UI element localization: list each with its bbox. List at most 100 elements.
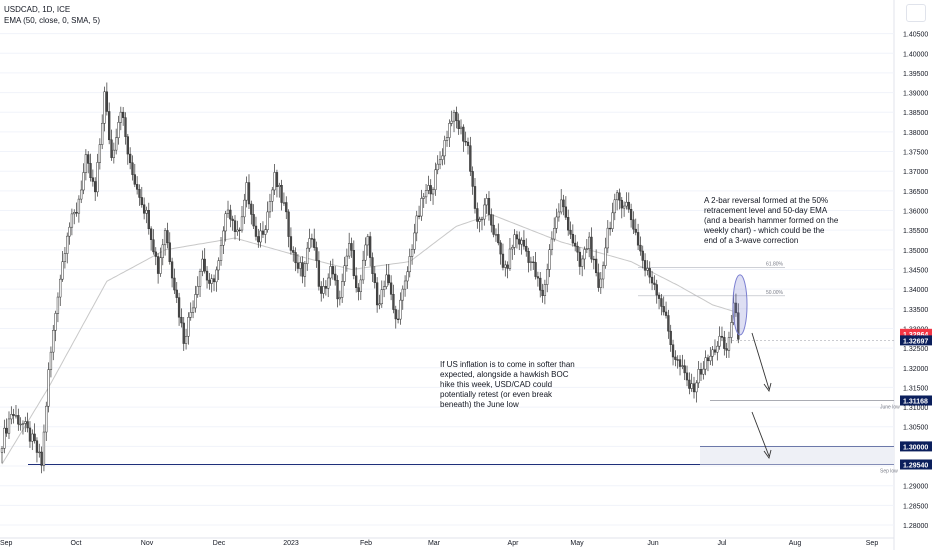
candle-body — [534, 262, 537, 277]
candle-body — [490, 214, 493, 226]
y-tick-label: 1.40500 — [903, 32, 928, 39]
candle-body — [254, 225, 258, 237]
candle-body — [662, 306, 665, 313]
y-tick-label: 1.39000 — [903, 91, 928, 98]
candle-body — [238, 229, 241, 232]
price-badge-text: 1.31168 — [903, 398, 928, 405]
candle-body — [716, 345, 719, 353]
candle-body — [119, 111, 122, 123]
candle-body — [156, 256, 160, 274]
candle-body — [110, 139, 113, 158]
candle-body — [399, 299, 402, 320]
candle-body — [613, 199, 616, 214]
candle-body — [485, 198, 488, 206]
candle-body — [14, 415, 18, 417]
symbol-label: USDCAD, 1D, ICE — [4, 5, 71, 14]
candle-body — [373, 273, 376, 283]
candle-body — [87, 154, 90, 164]
fib-618-label: 61.80% — [766, 262, 784, 268]
candle-body — [101, 123, 104, 145]
candle-body — [604, 247, 607, 266]
y-tick-label: 1.32000 — [903, 366, 928, 373]
candle-body — [588, 236, 591, 249]
candle-body — [560, 199, 563, 213]
candle-body — [66, 235, 69, 254]
candle-body — [362, 259, 365, 281]
candle-body — [173, 277, 176, 291]
candle-body — [541, 289, 544, 296]
candle-body — [205, 270, 209, 281]
indicator-label: EMA (50, close, 0, SMA, 5) — [4, 16, 101, 25]
candle-body — [431, 189, 435, 195]
candle-body — [105, 91, 108, 112]
candle-body — [257, 236, 260, 243]
candle-body — [231, 218, 234, 221]
candle-body — [89, 163, 92, 178]
y-tick-label: 1.28000 — [903, 523, 928, 530]
candle-body — [455, 111, 458, 121]
down-arrow-1 — [751, 332, 772, 393]
candle-body — [217, 260, 220, 271]
candle-body — [320, 286, 323, 294]
candle-body — [94, 181, 97, 193]
candle-body — [508, 248, 512, 269]
candle-body — [702, 368, 705, 375]
candle-body — [126, 136, 129, 155]
y-tick-label: 1.37000 — [903, 169, 928, 176]
candle-body — [292, 250, 295, 253]
candle-body — [264, 229, 267, 235]
x-tick-label: Dec — [213, 540, 226, 547]
candle-body — [713, 349, 717, 353]
candle-body — [345, 255, 348, 267]
candle-body — [261, 230, 265, 235]
candle-body — [466, 141, 470, 146]
candle-body — [611, 212, 614, 229]
y-tick-label: 1.28500 — [903, 503, 928, 510]
y-tick-label: 1.35500 — [903, 228, 928, 235]
candle-body — [166, 230, 169, 244]
inflation-annotation: If US inflation is to come in softer tha… — [440, 360, 575, 409]
candle-body — [555, 216, 558, 229]
candle-body — [233, 220, 237, 232]
candle-body — [434, 169, 437, 190]
candle-body — [10, 414, 13, 420]
candle-body — [154, 251, 157, 257]
settings-button[interactable] — [906, 4, 926, 22]
y-tick-label: 1.37500 — [903, 150, 928, 157]
candle-body — [68, 226, 71, 237]
candle-body — [671, 344, 675, 358]
candle-body — [133, 174, 136, 185]
candle-body — [692, 383, 696, 393]
y-tick-label: 1.39500 — [903, 71, 928, 78]
candle-body — [527, 251, 530, 263]
candle-body — [266, 211, 269, 230]
candle-body — [394, 309, 397, 320]
candle-body — [653, 282, 656, 285]
candle-body — [203, 258, 206, 272]
candle-body — [357, 287, 360, 292]
candle-body — [194, 294, 197, 309]
candle-body — [704, 357, 707, 370]
candle-body — [350, 243, 353, 251]
candle-body — [252, 214, 255, 227]
fib-50-label: 50.00% — [766, 290, 784, 296]
june-low-label: June low — [880, 404, 900, 410]
candle-body — [648, 268, 651, 278]
candle-body — [387, 274, 390, 284]
candle-body — [84, 154, 88, 173]
candle-body — [294, 252, 297, 264]
ema-line — [1, 213, 739, 465]
candle-body — [562, 199, 565, 208]
price-badge — [900, 459, 932, 470]
candle-body — [317, 260, 321, 287]
candle-body — [734, 302, 738, 314]
candle-body — [180, 316, 183, 324]
x-tick-label: Mar — [428, 540, 441, 547]
candle-body — [518, 238, 521, 245]
candle-body — [513, 234, 516, 248]
candle-body — [271, 189, 274, 202]
candle-body — [396, 318, 400, 320]
candle-body — [140, 197, 143, 206]
